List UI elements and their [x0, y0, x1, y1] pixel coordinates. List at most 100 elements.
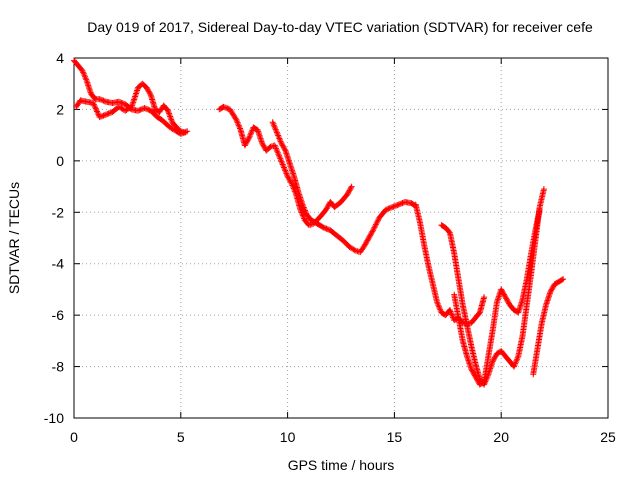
data-point-marker	[347, 184, 354, 191]
data-point-marker	[492, 353, 499, 360]
data-point-marker	[285, 174, 292, 181]
data-point-marker	[446, 307, 453, 313]
data-point-marker	[138, 106, 145, 113]
data-point-marker	[384, 206, 391, 213]
data-point-marker	[367, 232, 374, 239]
data-point-marker	[276, 136, 283, 143]
x-tick-label: 20	[493, 429, 509, 445]
data-point-marker	[365, 236, 372, 243]
data-point-marker	[242, 141, 249, 148]
data-point-marker	[395, 201, 402, 208]
data-point-marker	[280, 163, 287, 169]
data-point-marker	[272, 126, 279, 133]
data-point-marker	[298, 208, 305, 215]
data-point-marker	[323, 225, 330, 232]
series-seg2	[73, 80, 189, 136]
data-point-marker	[362, 240, 369, 247]
data-point-marker	[145, 88, 152, 95]
data-point-marker	[513, 357, 520, 364]
data-point-marker	[323, 205, 330, 212]
data-point-marker	[374, 218, 381, 225]
data-point-marker	[93, 107, 100, 114]
y-tick-label: 4	[56, 50, 64, 66]
data-point-marker	[283, 170, 290, 177]
series-seg5	[412, 201, 488, 328]
data-point-marker	[471, 371, 478, 378]
data-point-marker	[99, 113, 106, 120]
data-point-marker	[288, 181, 295, 187]
data-point-marker	[79, 67, 86, 74]
data-point-marker	[472, 373, 479, 380]
data-point-marker	[247, 130, 254, 137]
data-point-marker	[220, 103, 227, 110]
data-point-marker	[280, 164, 287, 171]
data-point-marker	[346, 187, 353, 194]
data-point-marker	[366, 233, 373, 240]
data-point-marker	[278, 141, 285, 148]
data-point-marker	[301, 207, 308, 214]
data-point-marker	[281, 146, 288, 153]
x-tick-label: 10	[280, 429, 296, 445]
data-point-marker	[290, 183, 297, 190]
data-point-marker	[145, 87, 152, 94]
y-tick-label: -2	[52, 204, 65, 220]
data-point-marker	[96, 96, 103, 103]
series-seg7	[451, 206, 543, 388]
data-point-marker	[270, 120, 277, 127]
data-point-marker	[118, 99, 125, 106]
data-point-marker	[344, 191, 351, 198]
data-point-marker	[448, 311, 455, 318]
series-seg3	[216, 103, 355, 229]
y-tick-labels: 4 2 0 -2 -4 -6 -8 -10	[44, 50, 64, 426]
data-point-marker	[279, 161, 286, 168]
data-point-marker	[512, 359, 519, 366]
data-point-marker	[325, 202, 332, 209]
y-tick-label: -4	[52, 256, 65, 272]
data-point-marker	[144, 106, 151, 113]
data-point-marker	[97, 113, 104, 120]
data-point-marker	[396, 201, 403, 208]
data-point-marker	[279, 160, 286, 167]
data-point-marker	[271, 123, 278, 130]
data-point-marker	[499, 289, 506, 295]
data-point-marker	[235, 121, 242, 128]
data-point-marker	[550, 283, 557, 290]
data-point-marker	[320, 224, 327, 231]
y-tick-label: -6	[52, 307, 65, 323]
data-point-marker	[468, 366, 475, 373]
data-point-marker	[232, 115, 239, 122]
data-point-marker	[363, 238, 370, 245]
data-point-marker	[371, 224, 378, 231]
data-point-marker	[548, 286, 555, 293]
data-point-marker	[490, 357, 497, 364]
data-point-marker	[302, 208, 309, 215]
data-point-marker	[370, 225, 377, 232]
series-seg8	[530, 276, 567, 378]
data-point-marker	[275, 133, 282, 140]
data-point-marker	[372, 221, 379, 228]
data-point-marker	[164, 107, 171, 114]
data-point-marker	[504, 298, 511, 304]
data-point-marker	[503, 295, 510, 302]
data-point-marker	[473, 376, 480, 383]
data-point-marker	[501, 292, 508, 299]
data-point-marker	[369, 228, 376, 235]
data-point-marker	[276, 152, 283, 159]
data-point-marker	[141, 105, 148, 112]
data-point-marker	[361, 242, 368, 249]
data-point-marker	[259, 141, 266, 148]
y-tick-label: 2	[56, 101, 64, 117]
data-point-marker	[165, 109, 172, 116]
data-point-marker	[434, 299, 441, 306]
data-point-marker	[398, 200, 405, 207]
data-point-marker	[167, 114, 174, 121]
data-point-marker	[559, 276, 566, 283]
data-point-marker	[281, 145, 288, 151]
data-point-marker	[274, 149, 281, 156]
data-point-marker	[272, 143, 279, 150]
data-point-marker	[448, 309, 455, 316]
data-point-marker	[90, 101, 97, 108]
data-point-marker	[368, 229, 375, 236]
data-point-marker	[391, 203, 398, 210]
